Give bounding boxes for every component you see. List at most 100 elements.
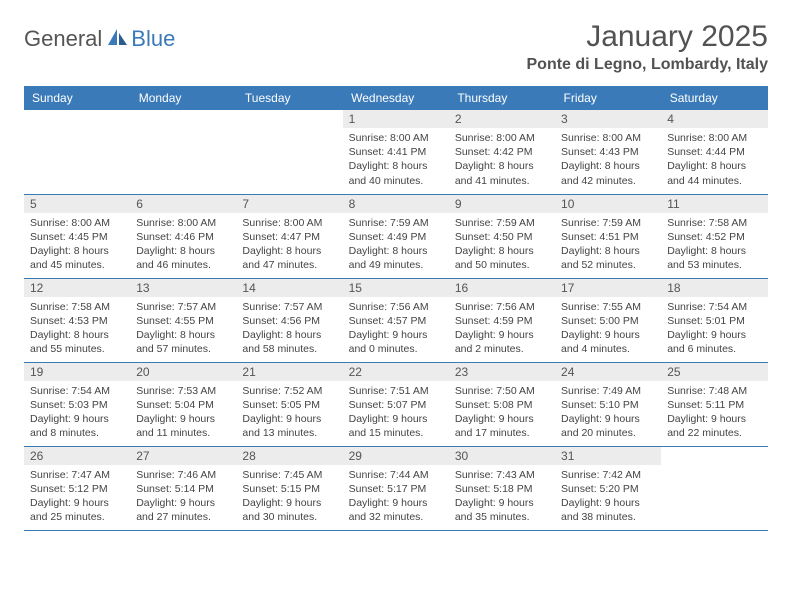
- daylight-text: Daylight: 8 hours: [667, 244, 761, 258]
- day-info: Sunrise: 7:54 AMSunset: 5:01 PMDaylight:…: [661, 297, 767, 361]
- sunrise-text: Sunrise: 7:59 AM: [349, 216, 443, 230]
- sunset-text: Sunset: 4:49 PM: [349, 230, 443, 244]
- sunrise-text: Sunrise: 7:51 AM: [349, 384, 443, 398]
- daylight-text: Daylight: 8 hours: [242, 244, 336, 258]
- calendar-cell: 28Sunrise: 7:45 AMSunset: 5:15 PMDayligh…: [236, 446, 342, 530]
- daylight-text: and 41 minutes.: [455, 174, 549, 188]
- sunset-text: Sunset: 5:07 PM: [349, 398, 443, 412]
- day-number: 22: [343, 363, 449, 381]
- sunset-text: Sunset: 5:10 PM: [561, 398, 655, 412]
- daylight-text: Daylight: 9 hours: [349, 496, 443, 510]
- daylight-text: Daylight: 9 hours: [242, 496, 336, 510]
- sunrise-text: Sunrise: 7:49 AM: [561, 384, 655, 398]
- sunset-text: Sunset: 5:15 PM: [242, 482, 336, 496]
- day-number: 10: [555, 195, 661, 213]
- day-number: 26: [24, 447, 130, 465]
- day-info: Sunrise: 7:48 AMSunset: 5:11 PMDaylight:…: [661, 381, 767, 445]
- sunset-text: Sunset: 5:05 PM: [242, 398, 336, 412]
- weekday-header: Tuesday: [236, 86, 342, 110]
- day-number: 5: [24, 195, 130, 213]
- sunset-text: Sunset: 4:52 PM: [667, 230, 761, 244]
- calendar-cell: 27Sunrise: 7:46 AMSunset: 5:14 PMDayligh…: [130, 446, 236, 530]
- weekday-header-row: Sunday Monday Tuesday Wednesday Thursday…: [24, 86, 768, 110]
- day-info: Sunrise: 7:51 AMSunset: 5:07 PMDaylight:…: [343, 381, 449, 445]
- daylight-text: and 2 minutes.: [455, 342, 549, 356]
- daylight-text: Daylight: 9 hours: [349, 412, 443, 426]
- day-info: Sunrise: 8:00 AMSunset: 4:43 PMDaylight:…: [555, 128, 661, 192]
- sunset-text: Sunset: 4:43 PM: [561, 145, 655, 159]
- calendar-cell: 19Sunrise: 7:54 AMSunset: 5:03 PMDayligh…: [24, 362, 130, 446]
- daylight-text: Daylight: 8 hours: [136, 328, 230, 342]
- daylight-text: and 8 minutes.: [30, 426, 124, 440]
- sunset-text: Sunset: 4:55 PM: [136, 314, 230, 328]
- sunset-text: Sunset: 4:59 PM: [455, 314, 549, 328]
- sunset-text: Sunset: 4:57 PM: [349, 314, 443, 328]
- daylight-text: Daylight: 8 hours: [136, 244, 230, 258]
- calendar-cell: [236, 110, 342, 194]
- daylight-text: and 4 minutes.: [561, 342, 655, 356]
- daylight-text: Daylight: 9 hours: [455, 328, 549, 342]
- sunrise-text: Sunrise: 8:00 AM: [30, 216, 124, 230]
- sunrise-text: Sunrise: 8:00 AM: [136, 216, 230, 230]
- calendar-cell: 16Sunrise: 7:56 AMSunset: 4:59 PMDayligh…: [449, 278, 555, 362]
- daylight-text: and 30 minutes.: [242, 510, 336, 524]
- day-info: Sunrise: 8:00 AMSunset: 4:44 PMDaylight:…: [661, 128, 767, 192]
- daylight-text: Daylight: 8 hours: [349, 244, 443, 258]
- logo-text-general: General: [24, 26, 102, 52]
- calendar-cell: 17Sunrise: 7:55 AMSunset: 5:00 PMDayligh…: [555, 278, 661, 362]
- daylight-text: Daylight: 9 hours: [455, 496, 549, 510]
- day-number: 29: [343, 447, 449, 465]
- sunset-text: Sunset: 4:42 PM: [455, 145, 549, 159]
- sunset-text: Sunset: 5:12 PM: [30, 482, 124, 496]
- calendar-cell: 22Sunrise: 7:51 AMSunset: 5:07 PMDayligh…: [343, 362, 449, 446]
- sunset-text: Sunset: 4:51 PM: [561, 230, 655, 244]
- calendar-cell: 7Sunrise: 8:00 AMSunset: 4:47 PMDaylight…: [236, 194, 342, 278]
- calendar-cell: 12Sunrise: 7:58 AMSunset: 4:53 PMDayligh…: [24, 278, 130, 362]
- day-info: Sunrise: 7:59 AMSunset: 4:51 PMDaylight:…: [555, 213, 661, 277]
- daylight-text: and 13 minutes.: [242, 426, 336, 440]
- calendar-cell: 25Sunrise: 7:48 AMSunset: 5:11 PMDayligh…: [661, 362, 767, 446]
- daylight-text: Daylight: 9 hours: [136, 412, 230, 426]
- day-number: 28: [236, 447, 342, 465]
- daylight-text: and 20 minutes.: [561, 426, 655, 440]
- daylight-text: Daylight: 9 hours: [561, 328, 655, 342]
- day-info: Sunrise: 7:57 AMSunset: 4:55 PMDaylight:…: [130, 297, 236, 361]
- daylight-text: and 55 minutes.: [30, 342, 124, 356]
- calendar-cell: 31Sunrise: 7:42 AMSunset: 5:20 PMDayligh…: [555, 446, 661, 530]
- logo: General Blue: [24, 20, 175, 52]
- daylight-text: and 57 minutes.: [136, 342, 230, 356]
- daylight-text: Daylight: 9 hours: [136, 496, 230, 510]
- sunrise-text: Sunrise: 8:00 AM: [667, 131, 761, 145]
- daylight-text: and 0 minutes.: [349, 342, 443, 356]
- sunset-text: Sunset: 4:46 PM: [136, 230, 230, 244]
- calendar-cell: [24, 110, 130, 194]
- day-number: 18: [661, 279, 767, 297]
- calendar-cell: 30Sunrise: 7:43 AMSunset: 5:18 PMDayligh…: [449, 446, 555, 530]
- sunrise-text: Sunrise: 7:44 AM: [349, 468, 443, 482]
- day-number: 30: [449, 447, 555, 465]
- sunrise-text: Sunrise: 8:00 AM: [455, 131, 549, 145]
- calendar-row: 19Sunrise: 7:54 AMSunset: 5:03 PMDayligh…: [24, 362, 768, 446]
- daylight-text: Daylight: 8 hours: [242, 328, 336, 342]
- daylight-text: Daylight: 8 hours: [667, 159, 761, 173]
- sunset-text: Sunset: 5:18 PM: [455, 482, 549, 496]
- logo-sail-icon: [107, 27, 129, 52]
- daylight-text: Daylight: 9 hours: [667, 328, 761, 342]
- day-info: Sunrise: 7:45 AMSunset: 5:15 PMDaylight:…: [236, 465, 342, 529]
- sunrise-text: Sunrise: 8:00 AM: [561, 131, 655, 145]
- daylight-text: Daylight: 8 hours: [349, 159, 443, 173]
- daylight-text: and 58 minutes.: [242, 342, 336, 356]
- day-info: Sunrise: 7:49 AMSunset: 5:10 PMDaylight:…: [555, 381, 661, 445]
- sunset-text: Sunset: 4:50 PM: [455, 230, 549, 244]
- daylight-text: and 35 minutes.: [455, 510, 549, 524]
- daylight-text: Daylight: 9 hours: [561, 496, 655, 510]
- daylight-text: Daylight: 9 hours: [30, 496, 124, 510]
- day-number: 9: [449, 195, 555, 213]
- sunset-text: Sunset: 4:41 PM: [349, 145, 443, 159]
- day-info: Sunrise: 7:53 AMSunset: 5:04 PMDaylight:…: [130, 381, 236, 445]
- sunset-text: Sunset: 5:04 PM: [136, 398, 230, 412]
- day-info: Sunrise: 7:42 AMSunset: 5:20 PMDaylight:…: [555, 465, 661, 529]
- day-info: Sunrise: 7:59 AMSunset: 4:49 PMDaylight:…: [343, 213, 449, 277]
- day-number: 1: [343, 110, 449, 128]
- daylight-text: and 52 minutes.: [561, 258, 655, 272]
